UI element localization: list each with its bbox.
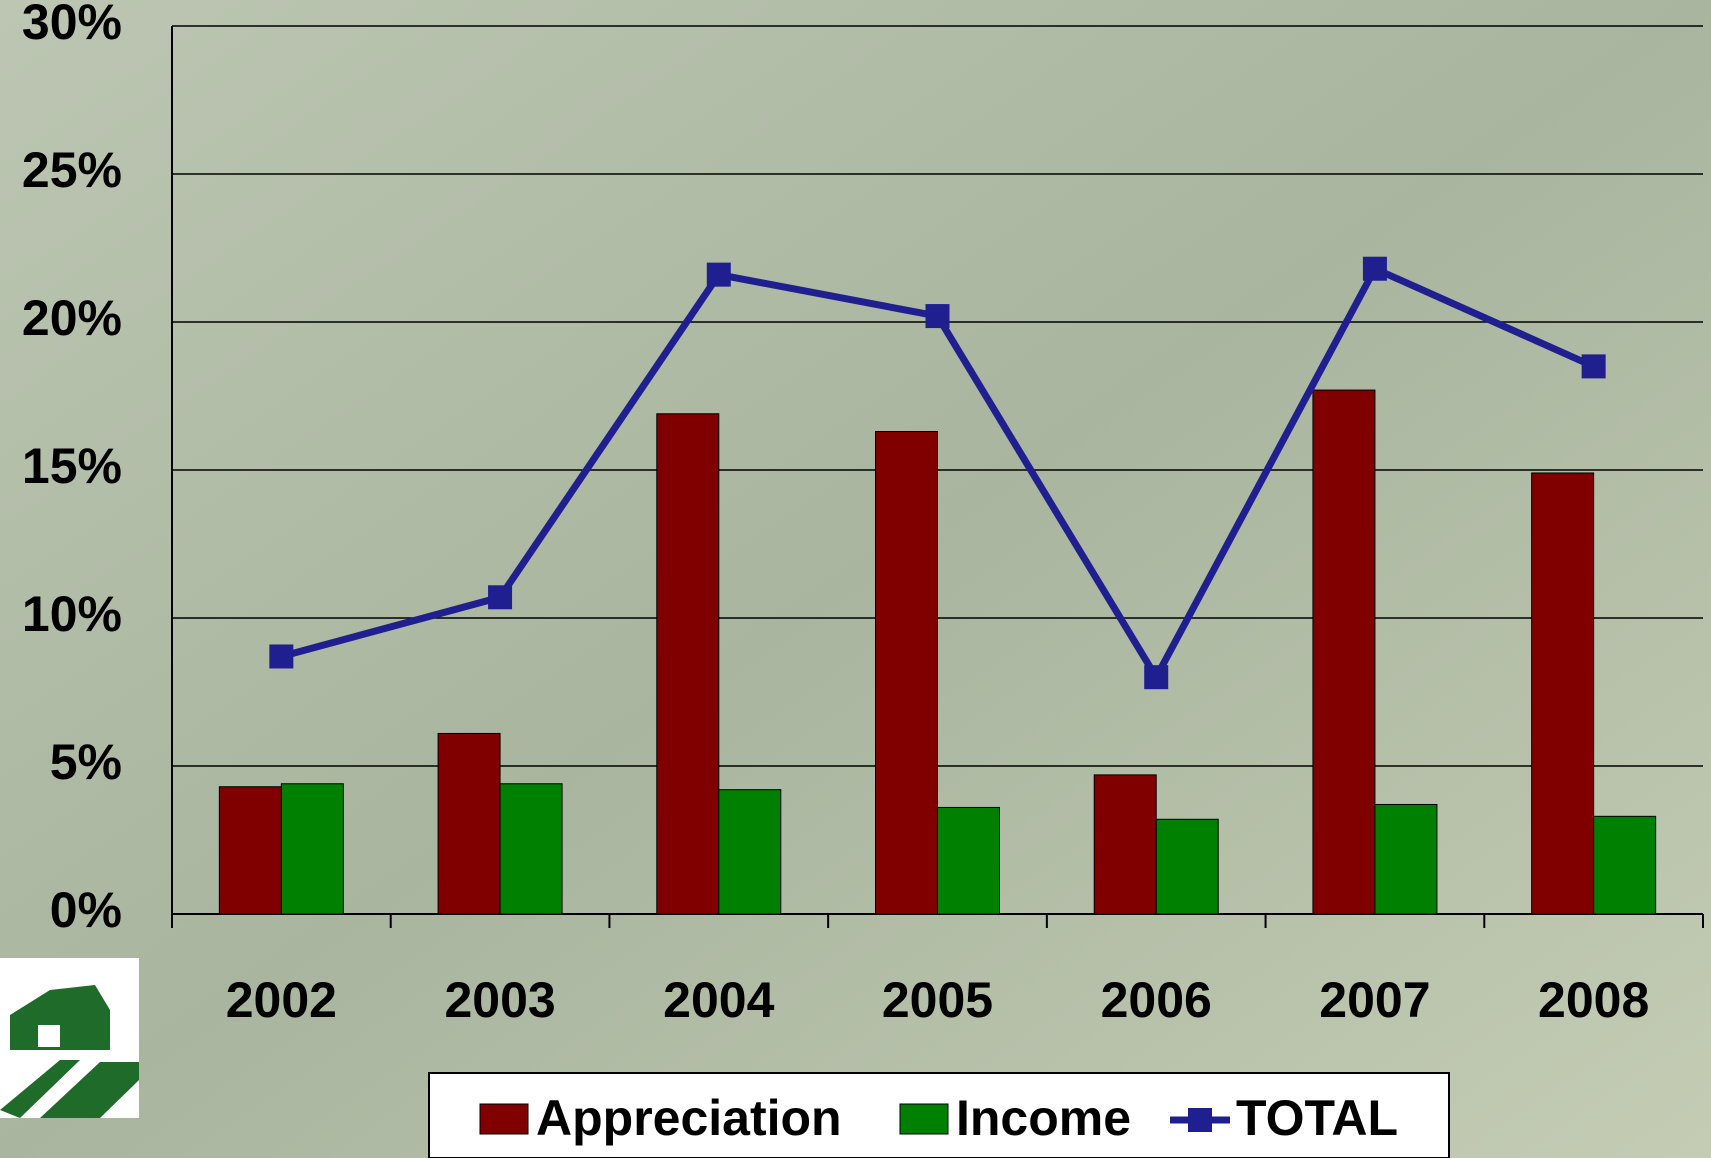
- marker: [488, 585, 512, 609]
- x-tick-label: 2004: [663, 972, 774, 1028]
- y-tick-label: 0%: [50, 882, 122, 938]
- x-tick-label: 2006: [1101, 972, 1212, 1028]
- marker: [1582, 354, 1606, 378]
- bar: [1594, 816, 1656, 914]
- marker: [926, 304, 950, 328]
- legend-label: Income: [956, 1090, 1131, 1146]
- bar: [657, 414, 719, 914]
- bar: [438, 733, 500, 914]
- bar: [1532, 473, 1594, 914]
- bar: [1375, 804, 1437, 914]
- logo: [0, 958, 139, 1118]
- x-tick-label: 2002: [226, 972, 337, 1028]
- legend-label: Appreciation: [536, 1090, 842, 1146]
- marker: [269, 644, 293, 668]
- legend-swatch: [900, 1104, 948, 1134]
- legend-label: TOTAL: [1236, 1090, 1398, 1146]
- bar: [719, 790, 781, 914]
- y-tick-label: 20%: [22, 290, 122, 346]
- y-tick-label: 5%: [50, 734, 122, 790]
- x-tick-label: 2007: [1319, 972, 1430, 1028]
- legend-swatch: [480, 1104, 528, 1134]
- marker: [707, 263, 731, 287]
- bar: [938, 807, 1000, 914]
- bar: [219, 787, 281, 914]
- bar: [281, 784, 343, 914]
- bar: [500, 784, 562, 914]
- marker: [1144, 665, 1168, 689]
- x-tick-label: 2003: [444, 972, 555, 1028]
- bar: [876, 432, 938, 914]
- bar: [1156, 819, 1218, 914]
- chart: 0% 5% 10% 15% 20% 25% 30% 2002 2003 2004 2005 2006 2…: [0, 0, 1711, 1158]
- legend-marker: [1188, 1108, 1212, 1132]
- y-tick-label: 30%: [22, 0, 122, 50]
- x-tick-label: 2008: [1538, 972, 1649, 1028]
- y-tick-label: 10%: [22, 586, 122, 642]
- marker: [1363, 257, 1387, 281]
- y-tick-label: 15%: [22, 438, 122, 494]
- y-tick-label: 25%: [22, 142, 122, 198]
- bar: [1094, 775, 1156, 914]
- x-tick-label: 2005: [882, 972, 993, 1028]
- bar: [1313, 390, 1375, 914]
